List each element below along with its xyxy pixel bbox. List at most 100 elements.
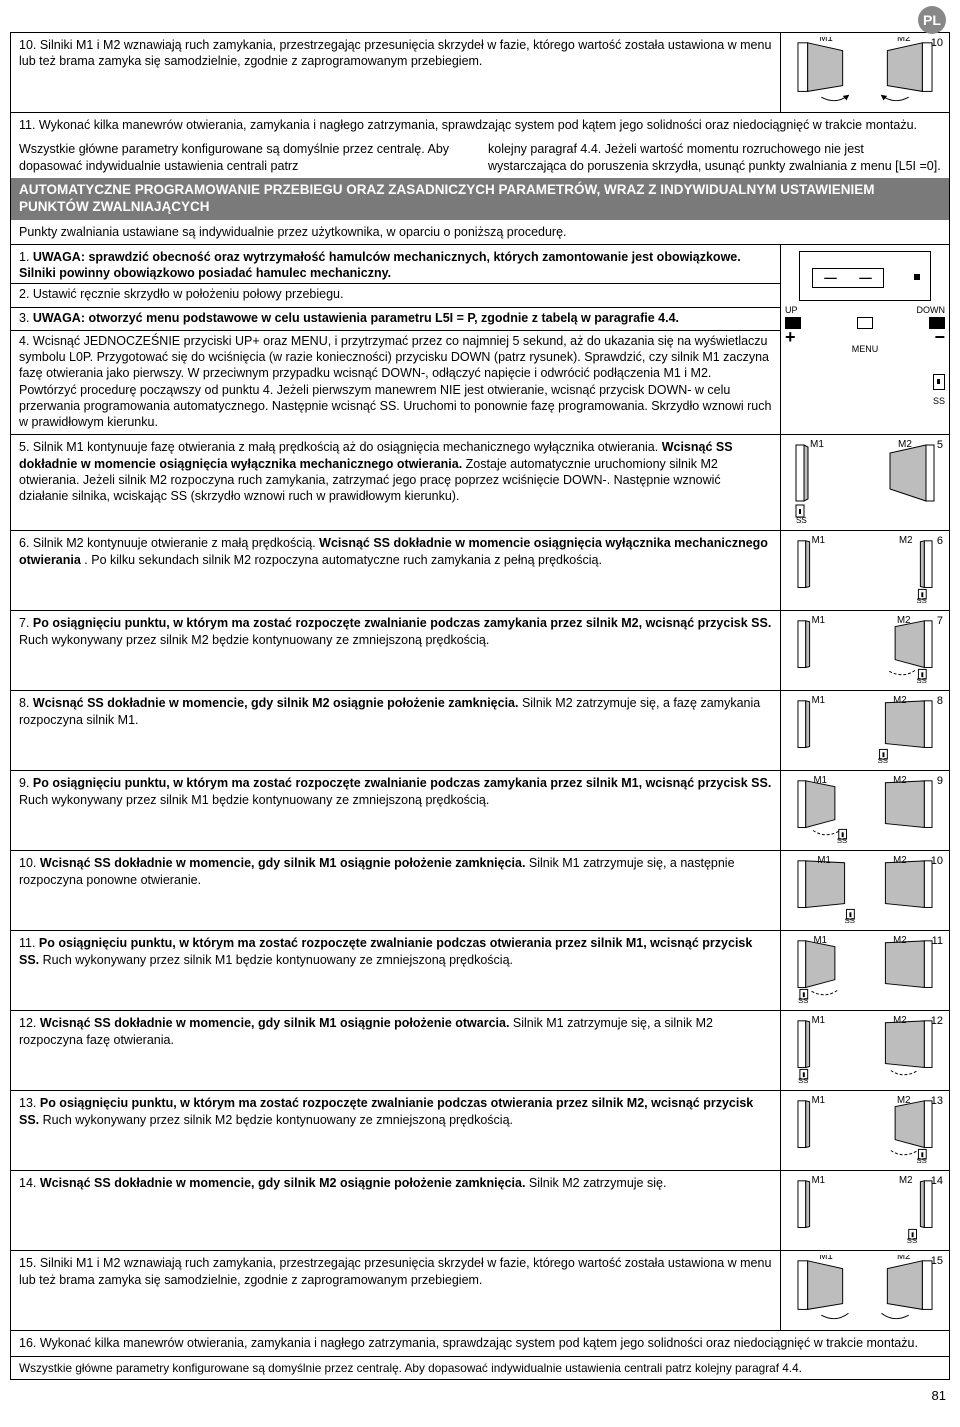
step-7: 7. Po osiągnięciu punktu, w którym ma zo… (11, 610, 949, 690)
step-9-diagram: 9 M1 M2 SS (780, 771, 949, 850)
led-icon (914, 274, 920, 280)
step-10: 10. Wcisnąć SS dokładnie w momencie, gdy… (11, 850, 949, 930)
step-6: 6. Silnik M2 kontynuuje otwieranie z mał… (11, 530, 949, 610)
svg-text:SS: SS (916, 1156, 926, 1163)
step-5-diagram: 5 M1 M2 SS (780, 435, 949, 530)
display-icon: —— (812, 268, 884, 288)
controller-diagram: —— UPDOWN +− MENU SS (780, 245, 949, 435)
svg-text:SS: SS (916, 596, 926, 603)
step-11-text-b: 11. Po osiągnięciu punktu, w którym ma z… (11, 931, 780, 1010)
step-10-diagram: 10 M1 M2 (780, 33, 949, 112)
svg-text:M1: M1 (812, 615, 825, 626)
step-8: 8. Wcisnąć SS dokładnie w momencie, gdy … (11, 690, 949, 770)
ss-indicator: SS (785, 374, 945, 407)
menu-button-icon (857, 317, 873, 329)
gate-diagram-icon: M1 M2 SS (785, 695, 945, 763)
svg-text:SS: SS (837, 836, 847, 843)
step-number: 13 (931, 1095, 943, 1107)
steps-1-4-text: 1. UWAGA: sprawdzić obecność oraz wytrzy… (11, 245, 780, 435)
step-9: 9. Po osiągnięciu punktu, w którym ma zo… (11, 770, 949, 850)
svg-text:M2: M2 (897, 1095, 910, 1106)
step-7-text: 7. Po osiągnięciu punktu, w którym ma zo… (11, 611, 780, 690)
step-14-text: 14. Wcisnąć SS dokładnie w momencie, gdy… (11, 1171, 780, 1250)
step-number: 12 (931, 1015, 943, 1027)
svg-text:M1: M1 (810, 439, 824, 450)
svg-text:M2: M2 (897, 1255, 910, 1262)
step-11-top: 11. Wykonać kilka manewrów otwierania, z… (11, 112, 949, 137)
button-labels: UPDOWN (785, 305, 945, 315)
step-13: 13. Po osiągnięciu punktu, w którym ma z… (11, 1090, 949, 1170)
svg-text:M2: M2 (893, 775, 906, 786)
param-note: Wszystkie główne parametry konfigurowane… (11, 137, 949, 178)
controller-box-icon: —— (799, 251, 931, 301)
svg-text:M2: M2 (898, 439, 912, 450)
step-11-diagram: 11 M1 M2 SS (780, 931, 949, 1010)
step-5-text: 5. Silnik M1 kontynuuje fazę otwierania … (11, 435, 780, 530)
step-15-text: 15. Silniki M1 i M2 wznawiają ruch zamyk… (11, 1251, 780, 1330)
gate-diagram-icon: M1 M2 SS (785, 439, 945, 523)
svg-text:M2: M2 (897, 37, 910, 44)
step-15: 15. Silniki M1 i M2 wznawiają ruch zamyk… (11, 1250, 949, 1330)
svg-text:M2: M2 (893, 935, 906, 946)
param-note-left: Wszystkie główne parametry konfigurowane… (11, 137, 480, 178)
svg-text:M2: M2 (893, 695, 906, 706)
step-2: 2. Ustawić ręcznie skrzydło w położeniu … (11, 283, 780, 304)
step-number: 10 (931, 37, 943, 49)
gate-diagram-icon: M1 M2 SS (785, 1015, 945, 1083)
step-9-text: 9. Po osiągnięciu punktu, w którym ma zo… (11, 771, 780, 850)
step-12: 12. Wcisnąć SS dokładnie w momencie, gdy… (11, 1010, 949, 1090)
svg-text:M2: M2 (893, 855, 906, 866)
gate-diagram-icon: M1 M2 SS (785, 935, 945, 1003)
svg-text:SS: SS (878, 756, 888, 763)
step-number: 11 (932, 935, 943, 947)
svg-text:M1: M1 (812, 695, 825, 706)
step-6-diagram: 6 M1 M2 SS (780, 531, 949, 610)
step-8-text: 8. Wcisnąć SS dokładnie w momencie, gdy … (11, 691, 780, 770)
svg-text:M2: M2 (897, 615, 910, 626)
step-4: 4. Wcisnąć JEDNOCZEŚNIE przyciski UP+ or… (11, 330, 780, 431)
ss-button-icon (933, 374, 945, 390)
svg-text:M2: M2 (899, 535, 912, 546)
step-12-text: 12. Wcisnąć SS dokładnie w momencie, gdy… (11, 1011, 780, 1090)
menu-label: MENU (785, 344, 945, 354)
gate-diagram-icon: M1 M2 SS (785, 1175, 945, 1243)
step-number: 15 (931, 1255, 943, 1267)
svg-text:M2: M2 (893, 1015, 906, 1026)
language-badge: PL (918, 6, 946, 34)
step-13-diagram: 13 M1 M2 SS (780, 1091, 949, 1170)
step-16-text: 16. Wykonać kilka manewrów otwierania, z… (11, 1331, 949, 1355)
footer-note: Wszystkie główne parametry konfigurowane… (11, 1356, 949, 1379)
page-number: 81 (10, 1380, 950, 1403)
step-10-diagram-b: 10 M1 M2 SS (780, 851, 949, 930)
step-7-diagram: 7 M1 M2 SS (780, 611, 949, 690)
svg-text:SS: SS (916, 676, 926, 683)
svg-text:SS: SS (798, 1076, 808, 1083)
gate-diagram-icon: M1 M2 (785, 37, 945, 105)
section-title: AUTOMATYCZNE PROGRAMOWANIE PRZEBIEGU ORA… (11, 178, 949, 220)
step-number: 7 (937, 615, 943, 627)
step-8-diagram: 8 M1 M2 SS (780, 691, 949, 770)
gate-diagram-icon: M1 M2 SS (785, 775, 945, 843)
gate-diagram-icon: M1 M2 SS (785, 855, 945, 923)
svg-text:M1: M1 (819, 1255, 832, 1262)
step-12-diagram: 12 M1 M2 SS (780, 1011, 949, 1090)
svg-text:M1: M1 (817, 855, 830, 866)
step-11: 11. Po osiągnięciu punktu, w którym ma z… (11, 930, 949, 1010)
step-1: 1. UWAGA: sprawdzić obecność oraz wytrzy… (19, 249, 772, 282)
intro-line: Punkty zwalniania ustawiane są indywidua… (11, 220, 949, 244)
svg-text:SS: SS (845, 916, 855, 923)
step-6-text: 6. Silnik M2 kontynuuje otwieranie z mał… (11, 531, 780, 610)
step-15-diagram: 15 M1 M2 (780, 1251, 949, 1330)
step-10-text-b: 10. Wcisnąć SS dokładnie w momencie, gdy… (11, 851, 780, 930)
step-5: 5. Silnik M1 kontynuuje fazę otwierania … (11, 434, 949, 530)
step-11-text: 11. Wykonać kilka manewrów otwierania, z… (11, 113, 949, 137)
svg-text:M1: M1 (812, 1015, 825, 1026)
step-3: 3. UWAGA: otworzyć menu podstawowe w cel… (11, 307, 780, 328)
step-13-text: 13. Po osiągnięciu punktu, w którym ma z… (11, 1091, 780, 1170)
svg-text:M1: M1 (812, 535, 825, 546)
step-16: 16. Wykonać kilka manewrów otwierania, z… (11, 1330, 949, 1355)
svg-text:SS: SS (907, 1236, 917, 1243)
steps-1-4: 1. UWAGA: sprawdzić obecność oraz wytrzy… (11, 244, 949, 435)
svg-text:M1: M1 (812, 1095, 825, 1106)
step-14-diagram: 14 M1 M2 SS (780, 1171, 949, 1250)
